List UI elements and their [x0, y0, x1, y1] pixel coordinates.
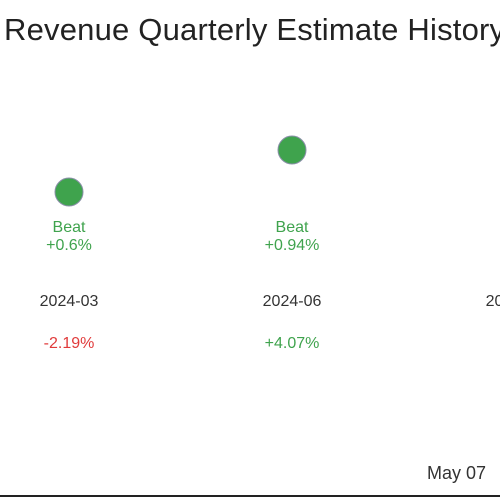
quarter-label: 2024-06 — [263, 293, 322, 310]
surprise-label: +0.94% — [265, 237, 320, 254]
change-label: -2.19% — [44, 335, 95, 352]
surprise-dot — [277, 135, 307, 165]
surprise-label: +0.6% — [46, 237, 92, 254]
quarter-label: 2024-03 — [40, 293, 99, 310]
result-label: Beat — [276, 219, 309, 236]
bottom-border — [0, 495, 500, 497]
date-label: May 07 — [427, 463, 487, 483]
quarter-label: 2024-09 — [486, 293, 500, 310]
result-label: Beat — [53, 219, 86, 236]
surprise-dot — [54, 177, 84, 207]
chart-title: Revenue Quarterly Estimate History — [4, 12, 500, 47]
change-label: +4.07% — [265, 335, 320, 352]
